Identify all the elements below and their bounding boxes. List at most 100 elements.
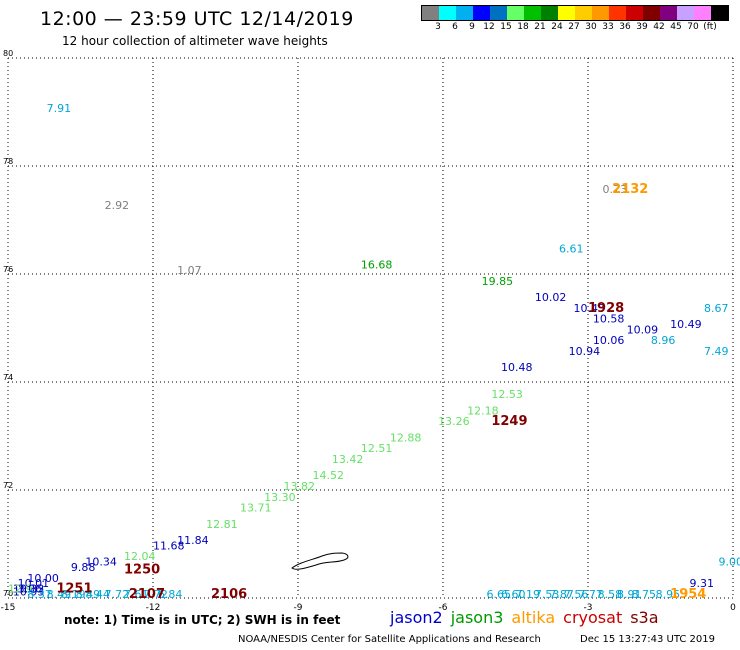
wave-height-point: 2.92 xyxy=(105,199,129,212)
legend-swatch xyxy=(592,6,609,20)
legend-swatch xyxy=(558,6,575,20)
wave-height-point: 7.72 xyxy=(143,588,168,601)
x-tick-label: -3 xyxy=(584,603,593,613)
legend-label: 24 xyxy=(551,22,563,32)
wave-height-point: 13.71 xyxy=(240,502,272,515)
pass-time-label: 1954 xyxy=(670,587,706,602)
wave-height-point: 8.49 xyxy=(47,588,72,601)
y-tick-label: 70 xyxy=(3,589,13,598)
wave-height-point: 7.49 xyxy=(704,345,729,358)
legend-swatch xyxy=(575,6,592,20)
satellite-altika: altika xyxy=(511,608,556,627)
wave-height-point: 10.49 xyxy=(670,318,702,331)
wave-height-point: 8.75 xyxy=(632,588,657,601)
satellite-cryosat: cryosat xyxy=(563,608,623,627)
legend-swatch xyxy=(541,6,558,20)
wave-height-point: 10.48 xyxy=(501,361,533,374)
wave-height-point: 6.84 xyxy=(158,588,183,601)
wave-height-point: 7.19 xyxy=(516,588,541,601)
wave-height-point: 9.31 xyxy=(690,577,715,590)
footer-generated-date: Dec 15 13:27:43 UTC 2019 xyxy=(580,634,715,645)
color-scale-labels: 3 6 9 12 15 18 21 24 27 30 33 36 39 42 45 70 (ft) xyxy=(421,22,740,34)
legend-swatch xyxy=(643,6,660,20)
legend-swatch xyxy=(490,6,507,20)
wave-height-point: 10.00 xyxy=(27,572,59,585)
legend-label: 70 xyxy=(687,22,699,32)
legend-swatch xyxy=(422,6,439,20)
satellite-jason3: jason3 xyxy=(450,608,504,627)
pass-time-labels: 2132 1928 1249 1250 1251 2107 2106 1954 xyxy=(56,182,706,602)
legend-swatch xyxy=(626,6,643,20)
wave-height-point: 8.67 xyxy=(704,302,729,315)
color-scale-legend xyxy=(421,5,729,21)
wave-height-point: 10.94 xyxy=(569,345,601,358)
wave-height-point: 8.49 xyxy=(76,588,101,601)
x-tick-label: -12 xyxy=(146,603,161,613)
wave-height-point: 12.04 xyxy=(124,550,156,563)
legend-label: 3 xyxy=(435,22,441,32)
wave-height-point: 9.00 xyxy=(719,556,740,569)
y-tick-label: 76 xyxy=(3,265,13,274)
legend-label: 27 xyxy=(568,22,580,32)
pass-time-label: 1250 xyxy=(124,563,160,578)
wave-height-point: 10.02 xyxy=(535,291,567,304)
legend-label: 42 xyxy=(653,22,665,32)
chart-subtitle: 12 hour collection of altimeter wave hei… xyxy=(62,34,328,48)
wave-height-point: 13.42 xyxy=(332,453,364,466)
wave-height-point: 10.93 xyxy=(13,585,45,598)
wave-height-point: 10.01 xyxy=(18,577,49,590)
legend-label: (ft) xyxy=(703,22,717,32)
wave-height-point: 8.58 xyxy=(598,588,623,601)
wave-height-point: 10.43 xyxy=(574,302,606,315)
wave-height-point: 6.60 xyxy=(501,588,526,601)
wave-height-point: 14.52 xyxy=(313,469,345,482)
footer-note: note: 1) Time is in UTC; 2) SWH is in fe… xyxy=(64,613,341,627)
pass-time-label: 1249 xyxy=(491,414,527,429)
footer-credit: NOAA/NESDIS Center for Satellite Applica… xyxy=(238,634,541,645)
satellite-jason2: jason2 xyxy=(390,608,443,627)
legend-swatch xyxy=(507,6,524,20)
satellite-legend: jason2 jason3 altika cryosat s3a xyxy=(390,608,667,627)
wave-height-point: 8.37 xyxy=(27,588,52,601)
wave-height-point: 7.53 xyxy=(535,588,560,601)
wave-height-point: 7.77 xyxy=(578,588,603,601)
axis-ticks: -15 -12 -9 -6 -3 0 70 72 74 76 78 80 xyxy=(1,49,736,613)
y-tick-label: 80 xyxy=(3,49,13,58)
legend-swatch xyxy=(694,6,711,20)
wave-height-point: 7.87 xyxy=(549,588,574,601)
y-tick-label: 72 xyxy=(3,481,13,490)
wave-height-point: 11.68 xyxy=(153,539,185,552)
pass-time-label: 2107 xyxy=(129,587,165,602)
wave-height-point: 12.53 xyxy=(491,388,523,401)
legend-swatch xyxy=(439,6,456,20)
wave-height-point: 7.61 xyxy=(124,588,149,601)
wave-height-point: 12.9 xyxy=(8,583,33,596)
wave-height-point: 16.68 xyxy=(361,259,393,272)
wave-height-point: 10.09 xyxy=(627,323,659,336)
wave-height-labels: 7.91 1.07 2.92 0.73 6.61 16.68 19.85 10.02 10.43… xyxy=(8,102,740,601)
x-tick-label: -15 xyxy=(1,603,16,613)
legend-swatch xyxy=(660,6,677,20)
y-tick-label: 74 xyxy=(3,373,13,382)
wave-height-point: 10.06 xyxy=(593,334,625,347)
wave-height-point: 0.73 xyxy=(603,183,628,196)
wave-height-point: 13.82 xyxy=(284,480,316,493)
x-tick-label: -9 xyxy=(294,603,303,613)
x-tick-label: -6 xyxy=(439,603,448,613)
pass-time-label: 2106 xyxy=(211,587,247,602)
wave-height-point: 8.96 xyxy=(651,334,676,347)
wave-height-point: 13.30 xyxy=(264,491,296,504)
chart-title: 12:00 — 23:59 UTC 12/14/2019 xyxy=(40,8,354,30)
wave-height-point: 1.07 xyxy=(177,264,202,277)
legend-label: 15 xyxy=(500,22,512,32)
legend-label: 12 xyxy=(483,22,495,32)
legend-label: 39 xyxy=(636,22,648,32)
legend-swatch xyxy=(473,6,490,20)
legend-swatch xyxy=(456,6,473,20)
legend-label: 21 xyxy=(534,22,546,32)
wave-height-point: 12.18 xyxy=(467,404,499,417)
pass-time-label: 1251 xyxy=(56,582,92,597)
legend-label: 6 xyxy=(452,22,458,32)
wave-height-point: 10.58 xyxy=(593,313,625,326)
